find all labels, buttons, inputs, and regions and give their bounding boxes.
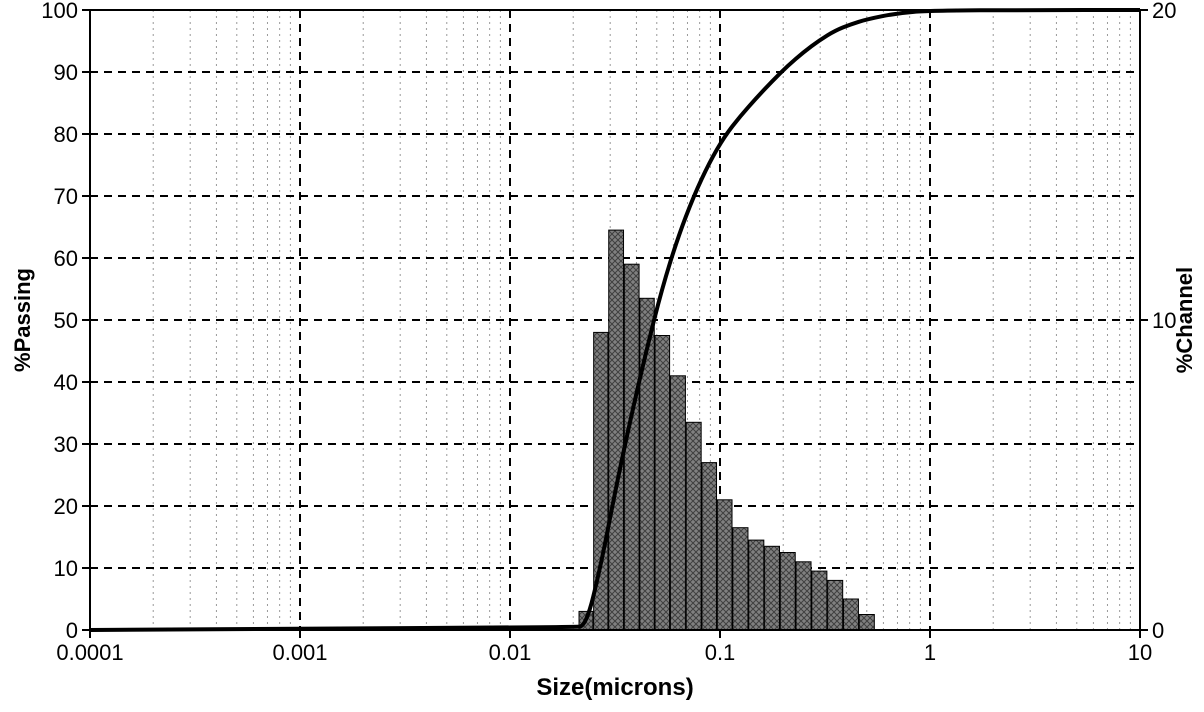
y-left-tick-label: 30 [54,432,78,457]
bar [749,540,764,630]
y-left-tick-label: 20 [54,494,78,519]
bar [733,528,748,630]
y-left-tick-label: 10 [54,556,78,581]
y-left-tick-label: 50 [54,308,78,333]
bar [828,580,843,630]
y-left-tick-label: 60 [54,246,78,271]
x-tick-label: 10 [1128,640,1152,665]
bar [859,615,874,631]
y-left-tick-label: 90 [54,60,78,85]
bar [796,562,811,630]
bar [780,553,795,631]
x-tick-label: 0.01 [489,640,532,665]
bar [812,571,827,630]
y-left-tick-label: 70 [54,184,78,209]
x-axis-label: Size(microns) [536,674,693,701]
bar [717,500,732,630]
x-tick-label: 0.0001 [56,640,123,665]
bar [686,422,701,630]
y-left-tick-label: 80 [54,122,78,147]
y-left-axis-label: %Passing [10,268,35,372]
y-left-tick-label: 0 [66,618,78,643]
x-tick-label: 0.001 [272,640,327,665]
y-right-tick-label: 20 [1152,0,1176,23]
chart-svg: 0.00010.0010.010.11100102030405060708090… [0,0,1204,712]
y-left-tick-label: 100 [41,0,78,23]
bar [655,336,670,631]
bar [670,376,685,630]
y-left-tick-label: 40 [54,370,78,395]
particle-size-chart: 0.00010.0010.010.11100102030405060708090… [0,0,1204,712]
bar [765,546,780,630]
y-right-axis-label: %Channel [1172,267,1197,373]
bar [702,463,717,630]
x-tick-label: 0.1 [705,640,736,665]
y-right-tick-label: 0 [1152,618,1164,643]
bar [609,230,624,630]
x-tick-label: 1 [924,640,936,665]
bar [843,599,858,630]
